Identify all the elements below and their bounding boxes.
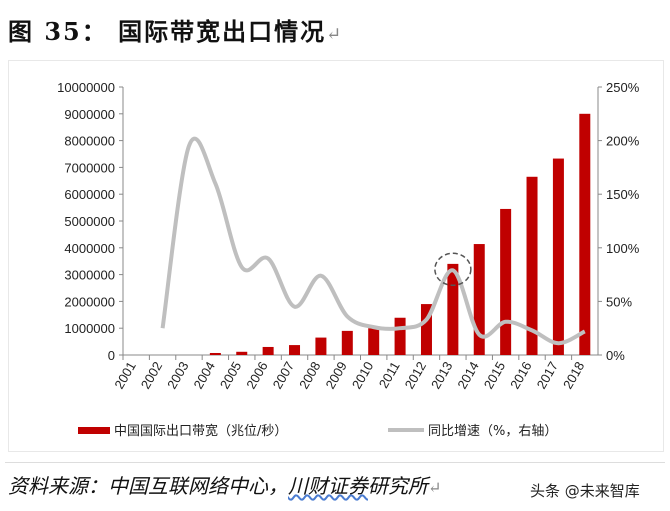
right-tick-label: 100%	[606, 241, 640, 256]
bar-2008	[315, 337, 327, 355]
legend-bar-swatch	[78, 427, 110, 434]
x-tick-label: 2011	[376, 359, 403, 391]
bar-2010	[368, 328, 380, 355]
bar-2017	[552, 158, 564, 355]
source-suffix: 研究所	[368, 474, 428, 498]
right-tick-label: 50%	[606, 294, 632, 309]
bar-2004	[209, 352, 221, 355]
legend-line-label: 同比增速（%，右轴）	[428, 424, 557, 439]
x-tick-label: 2008	[296, 359, 323, 392]
x-tick-label: 2010	[349, 359, 376, 392]
bar-2007	[289, 345, 301, 355]
right-tick-label: 150%	[606, 187, 640, 202]
left-tick-label: 1000000	[64, 321, 115, 336]
left-tick-label: 4000000	[64, 241, 115, 256]
source-note: 资料来源：中国互联网络中心，川财证券研究所↵	[8, 470, 441, 499]
x-tick-label: 2009	[322, 359, 349, 392]
right-tick-label: 0%	[606, 348, 625, 363]
left-tick-label: 10000000	[57, 80, 115, 95]
right-tick-label: 200%	[606, 134, 640, 149]
right-tick-label: 250%	[606, 80, 640, 95]
x-tick-label: 2014	[454, 359, 481, 392]
left-tick-label: 9000000	[64, 107, 115, 122]
bar-2012	[420, 304, 432, 355]
chart-frame	[8, 60, 664, 452]
figure-title: 图 35： 国际带宽出口情况↵	[8, 12, 343, 47]
x-tick-label: 2017	[534, 359, 561, 392]
left-tick-label: 3000000	[64, 268, 115, 283]
x-tick-label: 2004	[191, 359, 218, 392]
chart: 0 1000000 2000000 3000000 4000000 5000000 6000…	[57, 80, 640, 439]
x-tick-label: 2015	[481, 359, 508, 392]
bar-2015	[500, 208, 512, 355]
legend-bar-label: 中国国际出口带宽（兆位/秒）	[114, 423, 287, 439]
highlight-circle	[434, 252, 472, 287]
bar-2018	[579, 113, 591, 355]
x-tick-label: 2016	[507, 359, 534, 392]
source-underlined: 川财证券	[288, 474, 368, 498]
title-text: 图 35： 国际带宽出口情况	[8, 17, 327, 46]
x-tick-label: 2003	[164, 359, 191, 392]
bar-2006	[262, 346, 274, 355]
x-tick-label: 2013	[428, 359, 455, 392]
left-tick-label: 6000000	[64, 187, 115, 202]
divider	[5, 462, 665, 463]
bar-2014	[473, 244, 485, 355]
bar-2005	[236, 351, 248, 355]
x-tick-label: 2006	[243, 359, 270, 392]
bar-2016	[526, 176, 538, 355]
watermark: 头条 @未来智库	[530, 482, 640, 500]
left-tick-label: 5000000	[64, 214, 115, 229]
return-mark: ↵	[428, 478, 442, 497]
left-tick-label: 0	[108, 348, 115, 363]
x-tick-label: 2001	[111, 359, 138, 392]
x-tick-label: 2002	[138, 359, 165, 392]
bar-2009	[341, 330, 353, 355]
source-prefix: 资料来源：中国互联网络中心，	[8, 474, 288, 498]
left-tick-label: 8000000	[64, 134, 115, 149]
left-tick-label: 7000000	[64, 160, 115, 175]
x-tick-label: 2018	[560, 359, 587, 392]
x-tick-label: 2005	[217, 359, 244, 392]
return-mark: ↵	[326, 24, 344, 45]
left-tick-label: 2000000	[64, 294, 115, 309]
x-tick-label: 2007	[270, 359, 297, 392]
growth-line	[160, 136, 586, 346]
bar-2013	[447, 263, 459, 355]
bar-2011	[394, 317, 406, 355]
x-tick-label: 2012	[402, 359, 429, 392]
